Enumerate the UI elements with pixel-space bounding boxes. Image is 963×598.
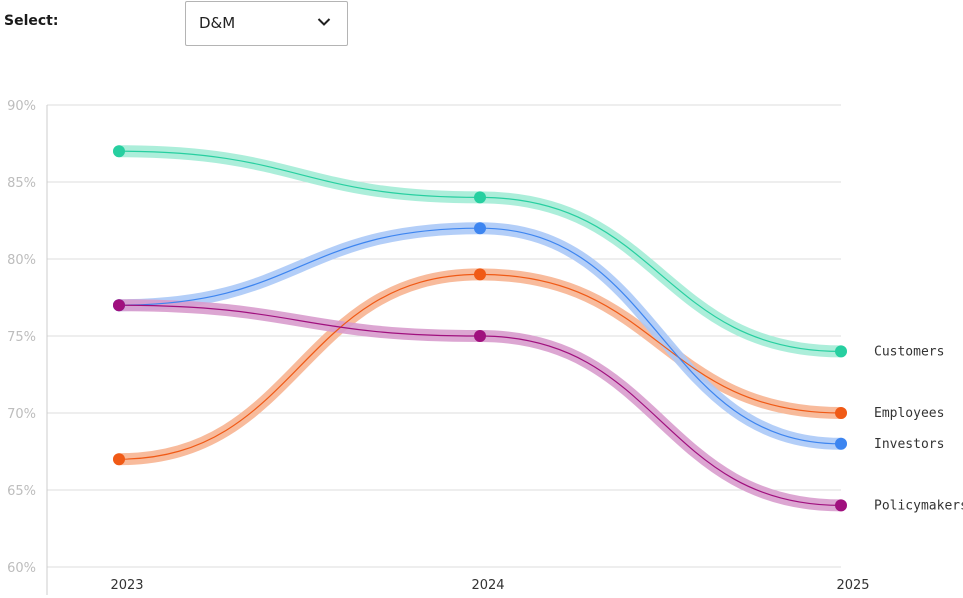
data-points	[113, 145, 847, 512]
series-line-policymakers	[118, 304, 842, 506]
chart-filter-dropdown[interactable]: D&M	[185, 1, 348, 46]
point-policymakers-2024[interactable]	[474, 330, 486, 342]
y-tick-label: 70%	[7, 407, 36, 422]
select-label: Select:	[4, 13, 59, 29]
chevron-down-icon	[317, 18, 331, 26]
y-tick-label: 65%	[7, 484, 36, 499]
y-tick-label: 90%	[7, 99, 36, 114]
x-tick-label: 2024	[471, 578, 504, 593]
point-investors-2025[interactable]	[835, 437, 847, 450]
dropdown-selected-value: D&M	[199, 14, 236, 32]
point-customers-2025[interactable]	[835, 345, 847, 358]
point-policymakers-2023[interactable]	[113, 299, 125, 312]
point-policymakers-2025[interactable]	[835, 499, 847, 512]
x-tick-label: 2025	[836, 578, 869, 593]
series-labels: Customers Employees Investors Policymakers	[874, 344, 963, 513]
point-investors-2024[interactable]	[474, 222, 486, 235]
series-halo-employees	[113, 268, 847, 466]
series-label-investors: Investors	[874, 437, 944, 452]
series-line-investors	[118, 227, 842, 445]
grid-lines	[47, 104, 841, 568]
point-customers-2024[interactable]	[474, 191, 486, 204]
point-employees-2024[interactable]	[474, 268, 486, 281]
y-tick-label: 60%	[7, 561, 36, 576]
y-tick-label: 75%	[7, 330, 36, 345]
series-halos	[113, 145, 847, 512]
point-employees-2023[interactable]	[113, 453, 125, 466]
series-label-policymakers: Policymakers	[874, 498, 963, 513]
series-label-employees: Employees	[874, 406, 944, 421]
series-label-customers: Customers	[874, 344, 944, 359]
y-tick-label: 85%	[7, 176, 36, 191]
x-tick-label: 2023	[110, 578, 143, 593]
point-employees-2025[interactable]	[835, 407, 847, 419]
series-halo-customers	[113, 145, 847, 358]
point-customers-2023[interactable]	[113, 145, 125, 158]
y-tick-label: 80%	[7, 253, 36, 268]
axes: 60% 65% 70% 75% 80% 85% 90% 2023 2024 2025	[7, 99, 870, 595]
